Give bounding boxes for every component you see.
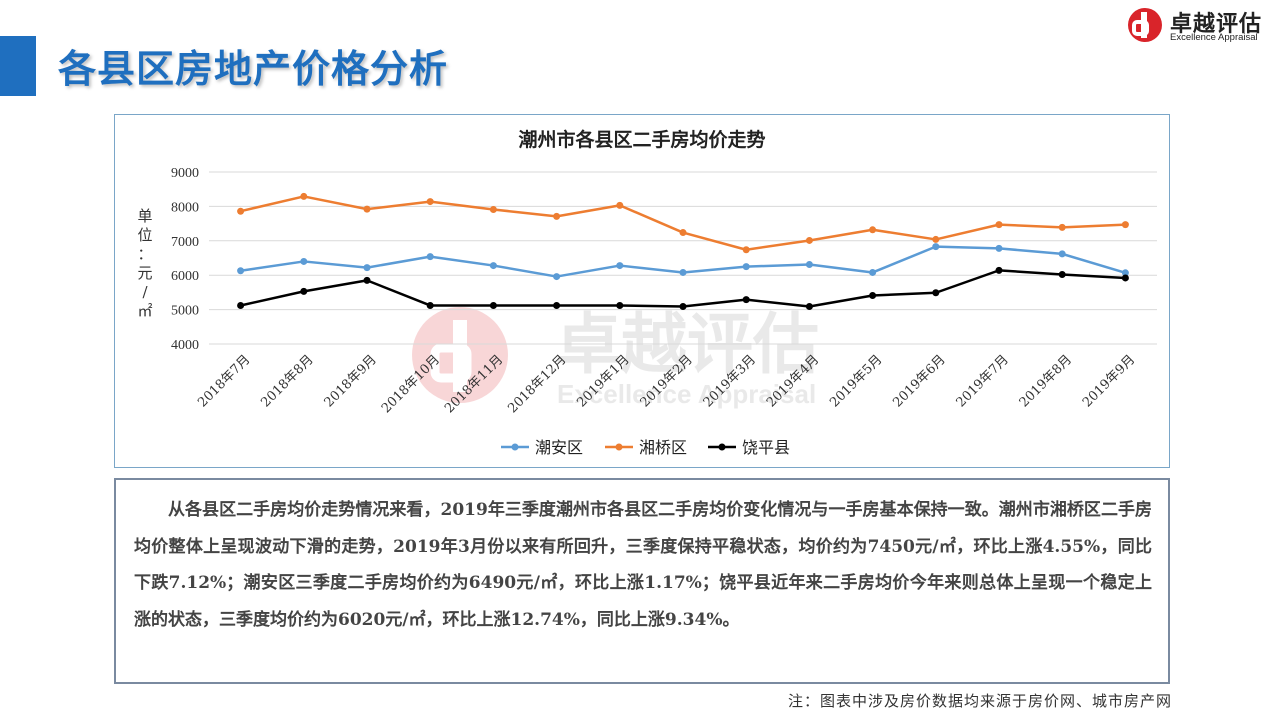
data-point bbox=[489, 301, 497, 309]
data-point bbox=[426, 253, 434, 261]
y-tick-label: 7000 bbox=[171, 235, 199, 250]
y-tick-label: 6000 bbox=[171, 269, 199, 284]
page-title: 各县区房地产价格分析 bbox=[58, 47, 449, 91]
data-point bbox=[742, 296, 750, 304]
data-point bbox=[869, 226, 877, 234]
data-point bbox=[869, 291, 877, 299]
data-point bbox=[679, 268, 687, 276]
x-tick-label: 2019年7月 bbox=[954, 352, 1012, 410]
legend-label: 潮安区 bbox=[535, 438, 583, 457]
logo-name-en: Excellence Appraisal bbox=[1170, 32, 1258, 43]
data-point bbox=[742, 246, 750, 254]
data-point bbox=[237, 207, 245, 215]
legend-marker bbox=[511, 443, 519, 451]
line-chart: 卓越评估 Excellence Appraisal 潮州市各县区二手房均价走势 … bbox=[137, 128, 1157, 457]
title-accent-bar bbox=[0, 36, 36, 96]
data-point bbox=[426, 198, 434, 206]
analysis-text-box: 从各县区二手房均价走势情况来看，2019年三季度潮州市各县区二手房均价变化情况与… bbox=[114, 478, 1170, 684]
y-tick-label: 5000 bbox=[171, 304, 199, 319]
data-point bbox=[616, 201, 624, 209]
x-tick-label: 2019年5月 bbox=[827, 352, 885, 410]
data-point bbox=[1058, 250, 1066, 258]
x-tick-label: 2018年7月 bbox=[195, 352, 253, 410]
y-axis-label-char: / bbox=[142, 283, 148, 301]
company-logo: 卓越评估 Excellence Appraisal bbox=[1126, 6, 1276, 44]
data-point bbox=[679, 303, 687, 311]
x-tick-label: 2019年6月 bbox=[890, 352, 948, 410]
data-point bbox=[553, 273, 561, 281]
y-tick-label: 9000 bbox=[171, 166, 199, 181]
data-point bbox=[742, 263, 750, 271]
x-tick-label: 2019年8月 bbox=[1017, 352, 1075, 410]
y-tick-label: 4000 bbox=[171, 338, 199, 353]
data-point bbox=[300, 287, 308, 295]
data-point bbox=[363, 276, 371, 284]
logo-name-cn: 卓越评估 bbox=[1170, 12, 1263, 37]
y-tick-label: 8000 bbox=[171, 200, 199, 215]
legend-marker bbox=[615, 443, 623, 451]
y-axis-label-char: 元 bbox=[137, 264, 152, 282]
data-point bbox=[553, 301, 561, 309]
data-point bbox=[995, 266, 1003, 274]
data-point bbox=[616, 301, 624, 309]
data-point bbox=[426, 301, 434, 309]
source-note: 注：图表中涉及房价数据均来源于房价网、城市房产网 bbox=[787, 692, 1172, 710]
legend-marker bbox=[718, 443, 726, 451]
y-axis-label-char: 位 bbox=[137, 226, 152, 244]
data-point bbox=[300, 192, 308, 200]
data-point bbox=[932, 243, 940, 251]
data-point bbox=[1121, 274, 1129, 282]
data-point bbox=[553, 212, 561, 220]
data-point bbox=[805, 236, 813, 244]
x-tick-label: 2019年9月 bbox=[1080, 352, 1138, 410]
data-point bbox=[679, 229, 687, 237]
data-point bbox=[237, 301, 245, 309]
y-axis-label: 单位：元/㎡ bbox=[137, 207, 152, 320]
legend-label: 饶平县 bbox=[742, 438, 790, 457]
data-point bbox=[995, 221, 1003, 229]
x-tick-label: 2018年9月 bbox=[322, 352, 380, 410]
data-point bbox=[1121, 269, 1129, 277]
data-point bbox=[300, 257, 308, 265]
logo-mark-icon bbox=[1128, 8, 1162, 42]
data-point bbox=[489, 205, 497, 213]
data-point bbox=[1058, 223, 1066, 231]
x-tick-label: 2018年8月 bbox=[258, 352, 316, 410]
data-point bbox=[1121, 221, 1129, 229]
y-axis-label-char: ㎡ bbox=[137, 302, 152, 320]
series-line bbox=[240, 195, 1126, 251]
data-point bbox=[932, 235, 940, 243]
chart-legend: 潮安区 湘桥区 饶平县 bbox=[501, 438, 790, 457]
data-point bbox=[805, 261, 813, 269]
data-point bbox=[489, 262, 497, 270]
chart-title: 潮州市各县区二手房均价走势 bbox=[518, 128, 765, 151]
data-point bbox=[869, 268, 877, 276]
analysis-paragraph: 从各县区二手房均价走势情况来看，2019年三季度潮州市各县区二手房均价变化情况与… bbox=[134, 500, 1152, 630]
data-point bbox=[363, 205, 371, 213]
data-point bbox=[363, 264, 371, 272]
y-axis-label-char: 单 bbox=[137, 207, 152, 225]
data-point bbox=[932, 289, 940, 297]
y-axis: 4000 5000 6000 7000 8000 9000 bbox=[171, 166, 199, 353]
data-point bbox=[237, 267, 245, 275]
data-point bbox=[616, 262, 624, 270]
series-layer bbox=[237, 192, 1129, 311]
watermark-logo-icon bbox=[412, 307, 508, 403]
data-point bbox=[995, 244, 1003, 252]
chart-container: 卓越评估 Excellence Appraisal 潮州市各县区二手房均价走势 … bbox=[114, 114, 1170, 468]
y-axis-label-char: ： bbox=[137, 245, 152, 263]
legend-label: 湘桥区 bbox=[639, 438, 687, 457]
data-point bbox=[1058, 271, 1066, 279]
watermark-en: Excellence Appraisal bbox=[557, 379, 816, 409]
data-point bbox=[805, 303, 813, 311]
